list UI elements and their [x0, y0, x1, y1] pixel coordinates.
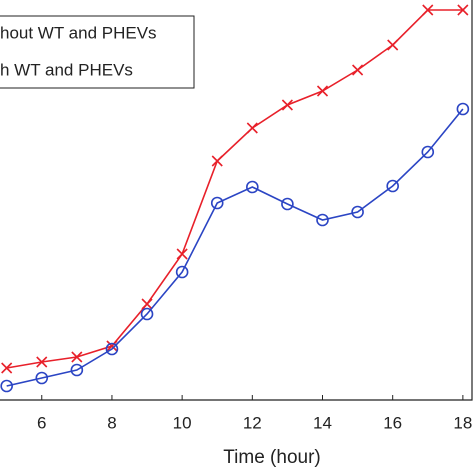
x-tick-label: 12	[243, 413, 262, 432]
marker-circle	[0, 379, 13, 393]
legend-label: hout WT and PHEVs	[0, 23, 157, 42]
marker-x	[141, 298, 153, 310]
marker-circle	[246, 180, 259, 194]
marker-circle	[281, 197, 294, 211]
marker-circle	[70, 363, 84, 377]
legend: hout WT and PHEVs h WT and PHEVs	[0, 15, 195, 89]
x-tick-label: 18	[453, 413, 472, 432]
marker-x	[352, 64, 364, 76]
marker-circle	[456, 102, 470, 116]
marker-circle	[316, 213, 329, 227]
marker-circle	[140, 307, 154, 321]
marker-circle	[421, 145, 435, 159]
marker-x	[211, 155, 223, 167]
marker-x	[176, 248, 188, 260]
marker-x	[316, 85, 329, 97]
marker-circle	[210, 196, 224, 210]
series-line	[6, 108, 464, 387]
series-line	[6, 9, 463, 369]
marker-x	[422, 4, 434, 16]
marker-x	[106, 340, 118, 352]
x-tick-label: 8	[107, 413, 116, 432]
marker-x	[387, 39, 399, 51]
x-tick-label: 14	[313, 413, 332, 432]
marker-circle	[175, 265, 189, 279]
marker-circle	[351, 205, 364, 219]
marker-circle	[386, 179, 399, 193]
marker-x	[281, 99, 293, 111]
marker-circle	[105, 342, 119, 356]
marker-circle	[35, 371, 49, 385]
marker-x	[246, 122, 258, 134]
legend-label: h WT and PHEVs	[0, 60, 133, 79]
x-tick-label: 6	[37, 413, 46, 432]
marker-x	[71, 351, 83, 363]
x-axis-label: Time (hour)	[223, 447, 320, 468]
marker-x	[36, 356, 48, 368]
marker-x	[1, 362, 13, 374]
x-tick-label: 10	[173, 413, 192, 432]
x-tick-label: 16	[383, 413, 402, 432]
plot-frame	[0, 0, 473, 401]
legend-box	[0, 15, 195, 89]
marker-x	[457, 4, 469, 16]
